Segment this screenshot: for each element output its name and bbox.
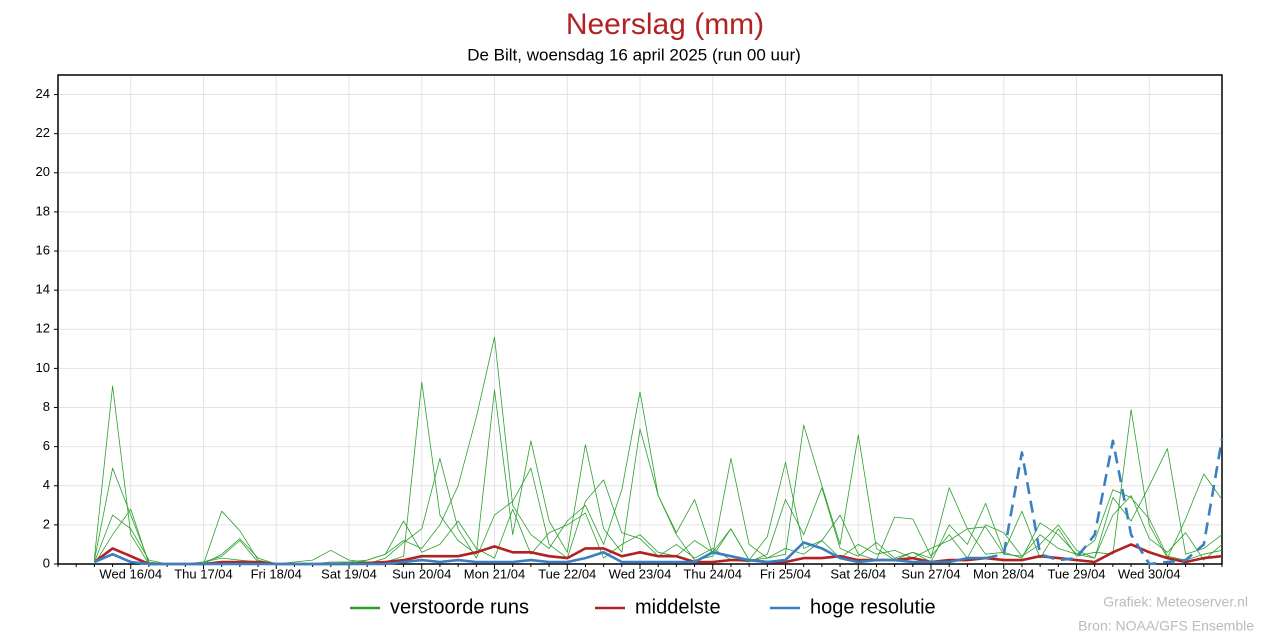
x-tick-label: Sat 19/04 [321, 566, 377, 581]
chart-title: Neerslag (mm) [566, 8, 764, 41]
credit: Bron: NOAA/GFS Ensemble [1078, 618, 1254, 634]
chart-subtitle: De Bilt, woensdag 16 april 2025 (run 00 … [467, 45, 801, 64]
y-tick-label: 16 [36, 242, 50, 257]
series-line [93, 541, 986, 566]
y-tick-label: 10 [36, 360, 50, 375]
x-tick-label: Tue 29/04 [1047, 566, 1105, 581]
y-tick-label: 24 [36, 86, 50, 101]
x-tick-label: Sun 20/04 [392, 566, 451, 581]
x-tick-label: Wed 23/04 [609, 566, 672, 581]
x-tick-label: Mon 21/04 [464, 566, 525, 581]
x-tick-label: Mon 28/04 [973, 566, 1034, 581]
y-tick-label: 8 [43, 399, 50, 414]
y-tick-label: 4 [43, 477, 50, 492]
x-tick-label: Wed 30/04 [1118, 566, 1181, 581]
x-tick-label: Thu 17/04 [174, 566, 233, 581]
x-tick-label: Tue 22/04 [538, 566, 596, 581]
x-tick-label: Fri 25/04 [760, 566, 811, 581]
y-tick-label: 12 [36, 321, 50, 336]
x-tick-label: Wed 16/04 [99, 566, 162, 581]
x-tick-label: Thu 24/04 [683, 566, 742, 581]
legend-label: hoge resolutie [810, 596, 936, 618]
x-tick-label: Sun 27/04 [901, 566, 960, 581]
y-tick-label: 14 [36, 282, 50, 297]
y-tick-label: 6 [43, 438, 50, 453]
y-tick-label: 20 [36, 164, 50, 179]
credit: Grafiek: Meteoserver.nl [1103, 594, 1248, 610]
y-tick-label: 2 [43, 516, 50, 531]
x-tick-label: Fri 18/04 [251, 566, 302, 581]
legend-label: verstoorde runs [390, 596, 529, 618]
y-tick-label: 18 [36, 203, 50, 218]
legend-label: middelste [635, 596, 721, 618]
y-tick-label: 22 [36, 125, 50, 140]
x-tick-label: Sat 26/04 [830, 566, 886, 581]
plot-frame [57, 74, 1223, 565]
series-line [985, 438, 1224, 566]
y-tick-label: 0 [43, 555, 50, 570]
